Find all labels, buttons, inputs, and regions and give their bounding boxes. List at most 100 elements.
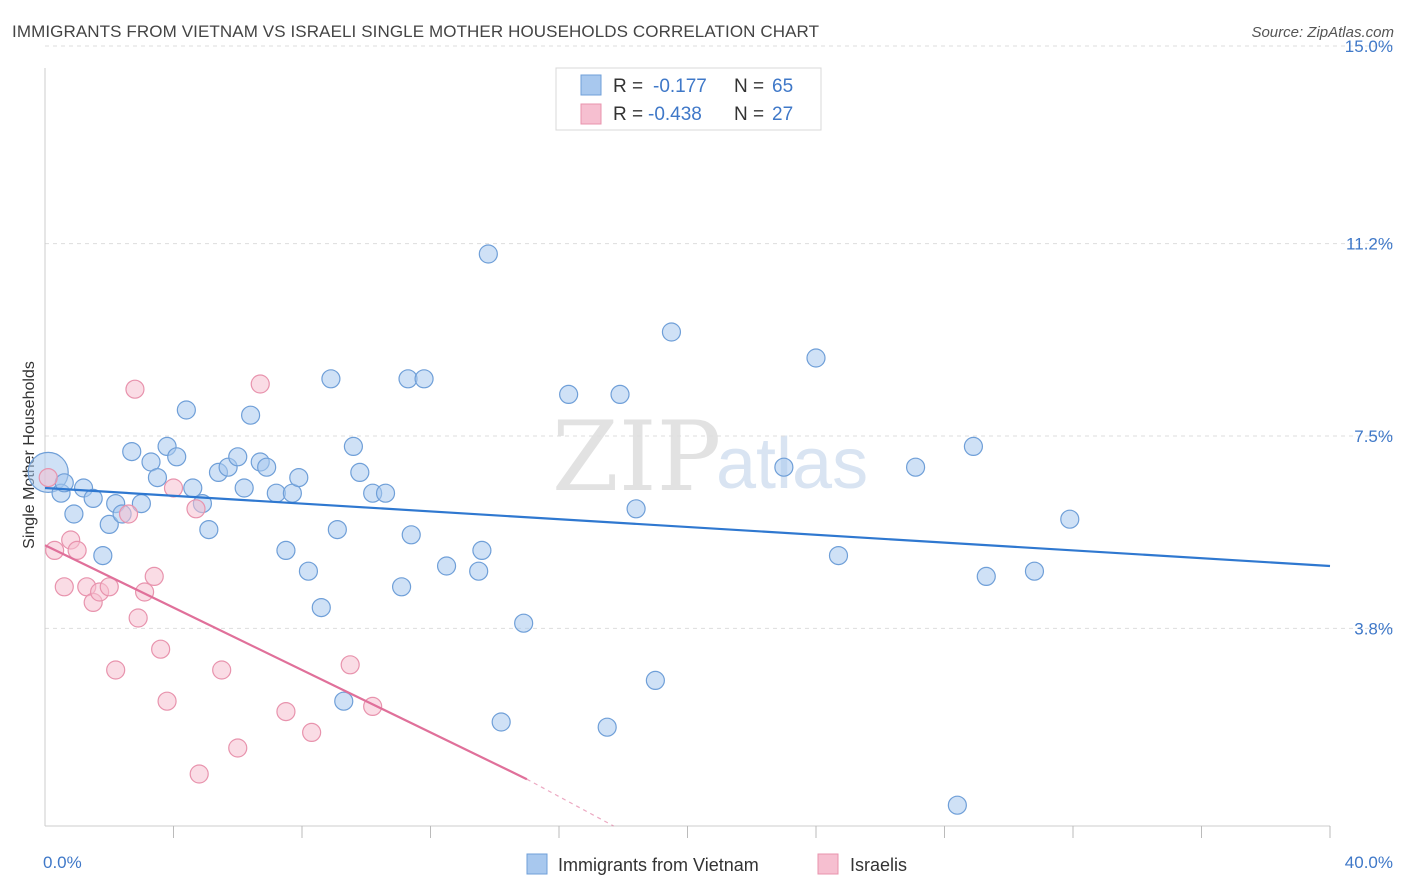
vietnam-point-10	[122, 442, 142, 462]
x-tick-label-min: 0.0%	[43, 853, 82, 872]
vietnam-point-34	[327, 519, 347, 540]
bottom-legend-label-israelis: Israelis	[850, 855, 907, 875]
vietnam-point-56	[774, 457, 794, 477]
vietnam-point-57	[806, 348, 826, 368]
vietnam-point-64	[1060, 509, 1080, 529]
israelis-trend-line	[44, 544, 528, 781]
israelis-point-23	[276, 701, 296, 722]
vietnam-point-58	[828, 545, 849, 566]
legend-n-value-2: 27	[772, 104, 793, 125]
y-tick-label-1: 7.5%	[1354, 427, 1393, 446]
vietnam-point-5	[83, 488, 103, 508]
vietnam-point-60	[947, 795, 967, 815]
israelis-point-11	[125, 379, 145, 399]
vietnam-point-48	[491, 712, 511, 732]
israelis-point-14	[144, 566, 164, 587]
legend-r-label-2: R =	[613, 104, 643, 125]
israelis-point-17	[163, 478, 184, 498]
bottom-legend-label-vietnam: Immigrants from Vietnam	[558, 855, 759, 875]
israelis-point-20	[212, 660, 232, 680]
series-vietnam-points	[27, 244, 1080, 815]
israelis-point-12	[128, 608, 148, 628]
vietnam-point-7	[99, 514, 119, 535]
vietnam-point-61	[963, 436, 984, 456]
legend-r-label-1: R =	[613, 76, 643, 97]
trend-lines	[44, 486, 1331, 827]
legend-swatch-pink	[580, 103, 602, 125]
y-tick-label-3: 15.0%	[1345, 37, 1393, 56]
source-label: Source: ZipAtlas.com	[1251, 24, 1394, 41]
x-tick-label-max: 40.0%	[1345, 853, 1393, 872]
series-israelis-points	[38, 374, 383, 784]
legend-n-label-2: N =	[734, 104, 764, 125]
israelis-trend-extension	[526, 778, 614, 827]
vietnam-point-41	[398, 369, 418, 389]
israelis-point-25	[340, 655, 360, 675]
israelis-point-21	[228, 738, 248, 758]
bottom-legend-swatch-blue	[526, 853, 548, 875]
chart-title: IMMIGRANTS FROM VIETNAM VS ISRAELI SINGL…	[12, 22, 820, 41]
israelis-point-18	[186, 499, 206, 519]
israelis-point-15	[151, 639, 171, 659]
israelis-point-22	[250, 374, 270, 394]
vietnam-point-28	[276, 540, 296, 561]
vietnam-point-44	[436, 556, 457, 576]
vietnam-point-30	[289, 468, 309, 488]
vietnam-point-31	[298, 561, 319, 581]
vietnam-point-63	[1024, 561, 1045, 581]
vietnam-point-52	[610, 384, 630, 404]
vietnam-point-19	[199, 519, 219, 540]
y-tick-label-2: 11.2%	[1346, 235, 1393, 254]
x-axis-ticks	[173, 826, 1331, 838]
vietnam-point-43	[414, 369, 434, 389]
vietnam-trend-line	[44, 486, 1331, 568]
legend-n-value-1: 65	[772, 76, 793, 97]
watermark: ZIP atlas	[552, 401, 868, 513]
vietnam-point-22	[228, 447, 248, 467]
israelis-point-2	[54, 577, 74, 597]
israelis-point-9	[106, 660, 126, 680]
vietnam-point-13	[147, 468, 168, 488]
vietnam-point-40	[391, 577, 412, 597]
vietnam-point-42	[401, 525, 421, 545]
israelis-point-8	[99, 577, 119, 597]
vietnam-point-62	[976, 566, 996, 587]
vietnam-point-15	[167, 447, 187, 467]
vietnam-point-53	[626, 499, 646, 519]
vietnam-point-23	[234, 478, 254, 498]
vietnam-point-16	[176, 400, 196, 420]
vietnam-point-6	[93, 545, 113, 566]
vietnam-point-27	[266, 483, 286, 503]
legend-n-label-1: N =	[734, 76, 764, 97]
vietnam-point-17	[183, 478, 203, 498]
vietnam-point-54	[645, 670, 665, 691]
vietnam-point-26	[257, 457, 277, 477]
y-tick-label-0: 3.8%	[1354, 619, 1393, 638]
vietnam-point-59	[905, 457, 926, 477]
legend-r-value-2: -0.438	[648, 104, 702, 125]
vietnam-point-3	[64, 504, 84, 524]
israelis-point-19	[189, 764, 209, 784]
vietnam-point-35	[334, 691, 354, 711]
israelis-point-24	[302, 722, 322, 743]
vietnam-point-55	[661, 322, 682, 342]
bottom-legend: Immigrants from Vietnam Israelis	[526, 853, 907, 875]
vietnam-point-46	[472, 540, 492, 561]
gridlines	[45, 45, 1393, 629]
vietnam-point-24	[241, 405, 261, 425]
israelis-point-13	[134, 582, 155, 602]
watermark-zip: ZIP	[552, 401, 721, 513]
israelis-point-4	[67, 540, 87, 561]
legend-swatch-blue	[580, 74, 602, 96]
vietnam-point-49	[514, 613, 534, 633]
y-axis-title: Single Mother Households	[21, 361, 38, 549]
y-tick-labels: 3.8% 7.5% 11.2% 15.0%	[1345, 37, 1393, 638]
vietnam-point-51	[597, 717, 617, 737]
israelis-point-0	[38, 468, 58, 488]
vietnam-point-50	[559, 384, 579, 404]
vietnam-point-37	[350, 462, 370, 482]
vietnam-point-32	[311, 597, 331, 618]
vietnam-point-36	[343, 436, 363, 456]
israelis-point-10	[118, 504, 139, 524]
